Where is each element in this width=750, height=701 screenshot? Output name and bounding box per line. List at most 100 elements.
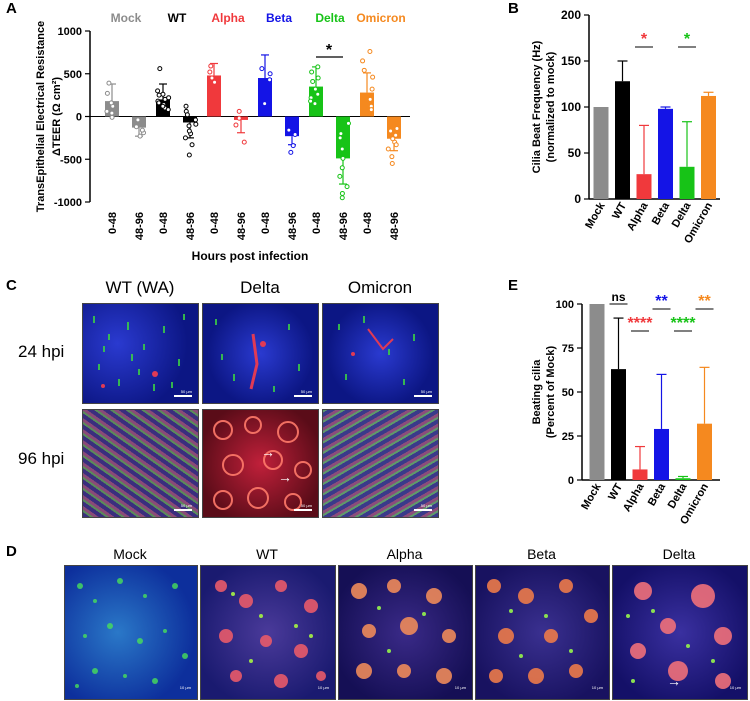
scalebar-label: 50 µm [180,503,192,508]
sig-marker: * [684,31,691,48]
data-point [192,117,198,123]
chart-e: 0 25 50 75 100 Beating cilia (Percent of Mock)… [531,290,720,527]
panel-d-title-wt: WT [256,546,278,562]
data-point [186,123,192,129]
panel-label-c: C [6,277,17,294]
x-tick-label: WT [610,200,629,221]
data-point [370,74,376,80]
data-point [193,121,199,127]
x-tick-label: Alpha [625,200,651,233]
data-point [288,149,294,155]
bar [697,423,712,480]
series-label: Beta [266,11,292,25]
micrograph-wt-96hpi: 50 µm [82,409,199,518]
x-tick-label: 48-96 [389,212,401,240]
series-label: Delta [315,11,345,25]
data-point [137,133,143,139]
data-point [109,110,115,116]
y-tick-label: 0 [568,475,574,487]
micrograph-d-beta: 10 µm [475,565,610,700]
sig-marker: **** [628,315,654,332]
micrograph-d-delta: → 10 µm [612,565,748,700]
data-point [189,142,195,148]
y-tick-label: -1000 [54,197,82,209]
sig-marker: ** [655,293,668,310]
bar [207,75,221,117]
data-point [186,128,192,134]
x-tick-label: 0-48 [311,212,323,234]
y-axis-label: (normalized to mock) [545,51,557,162]
y-tick-label: 100 [556,299,574,311]
data-point [135,117,141,123]
bar [632,469,648,480]
panel-label-a: A [6,0,17,17]
sig-marker: ns [611,290,625,304]
sig-marker: * [641,31,648,48]
data-point [345,120,351,126]
x-tick-label: 0-48 [209,212,221,234]
scalebar-label: 50 µm [300,503,312,508]
scalebar-label: 10 µm [591,685,603,690]
scalebar-label: 10 µm [317,685,329,690]
bar [611,369,626,480]
data-point [361,67,367,73]
data-point [104,90,110,96]
x-tick-label: 48-96 [236,212,248,240]
data-point [108,100,114,106]
data-point [236,108,242,114]
x-tick-label: 0-48 [362,212,374,234]
data-point [292,131,298,137]
bar [593,107,609,199]
data-point [388,128,394,134]
y-tick-label: 150 [561,54,581,68]
x-tick-label: 48-96 [338,212,350,240]
data-point [160,103,166,109]
data-point [262,101,268,107]
data-point [160,91,166,97]
data-point [290,143,296,149]
data-point [267,77,273,83]
panel-d-title-delta: Delta [662,546,696,562]
data-point [312,86,318,92]
data-point [259,66,265,72]
bar [336,116,350,159]
arrow-icon: → [278,469,292,485]
data-point [339,146,345,152]
bar [615,81,630,199]
scalebar-label: 50 µm [420,389,432,394]
y-tick-label: -500 [60,154,82,166]
data-point [267,71,273,77]
data-point [393,142,399,148]
y-axis-label: (Percent of Mock) [545,346,557,439]
data-point [367,49,373,55]
sig-marker: ** [698,293,711,310]
data-point [207,69,213,75]
x-tick-label: 48-96 [185,212,197,240]
bar [675,478,691,480]
series-label: Omicron [356,11,405,25]
x-tick-label: Mock [583,200,608,231]
data-point [390,136,396,142]
micrograph-delta-24hpi: 50 µm [202,303,319,404]
data-point [360,58,366,64]
data-point [339,165,345,171]
data-point [394,125,400,131]
data-point [369,86,375,92]
chart-b: 0 50 100 150 200 Cilia Beat Frequency (Hz) (no… [531,8,720,246]
micrograph-delta-96hpi: → → 50 µm [202,409,319,518]
panel-c-row-title-96: 96 hpi [18,449,65,468]
bar [258,78,272,117]
data-point [393,132,399,138]
panel-label-e: E [508,277,519,294]
data-point [367,96,373,102]
scalebar-label: 50 µm [300,389,312,394]
scalebar-label: 10 µm [179,685,191,690]
bar [636,174,652,199]
data-point [312,101,318,107]
y-tick-label: 500 [64,69,82,81]
y-axis-label: Cilia Beat Frequency (Hz) [531,40,543,173]
bar [654,428,669,480]
y-tick-label: 50 [562,387,574,399]
bar [701,95,716,199]
x-tick-label: 0-48 [158,212,170,234]
